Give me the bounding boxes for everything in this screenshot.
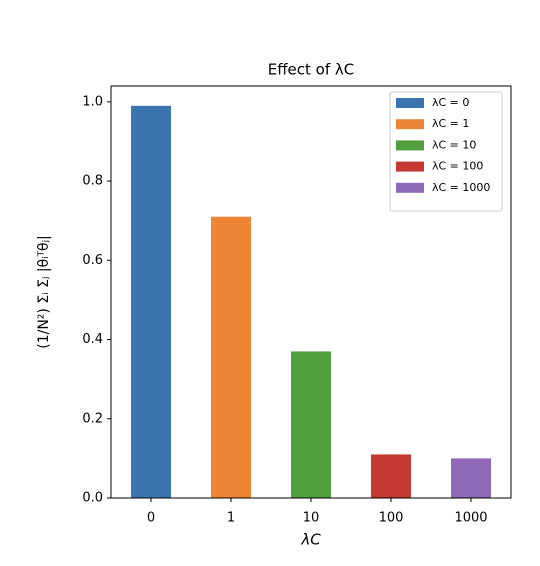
y-tick-label: 0.2 — [82, 411, 103, 426]
x-tick-label: 1 — [227, 511, 235, 526]
x-tick-label: 1000 — [454, 511, 487, 526]
legend-swatch — [396, 98, 424, 108]
x-axis-label: λC — [300, 531, 321, 549]
bar — [451, 458, 491, 498]
bar — [211, 216, 251, 498]
y-tick-label: 0.6 — [82, 253, 103, 268]
bar — [131, 105, 171, 499]
legend-swatch — [396, 140, 424, 151]
y-tick-label: 0.4 — [82, 332, 103, 347]
legend-label: λC = 10 — [432, 138, 476, 151]
bar — [291, 351, 331, 498]
x-tick-label: 10 — [303, 511, 320, 526]
legend-label: λC = 100 — [432, 160, 483, 173]
legend-swatch — [396, 161, 424, 172]
legend-label: λC = 1000 — [432, 181, 490, 194]
legend-swatch — [396, 119, 424, 130]
chart-title: Effect of λC — [268, 61, 355, 79]
x-tick-label: 100 — [379, 511, 404, 526]
legend-label: λC = 1 — [432, 117, 469, 130]
y-tick-label: 0.0 — [82, 491, 103, 506]
x-tick-label: 0 — [147, 511, 155, 526]
bar — [371, 454, 411, 498]
y-axis-label: (1/N²) Σᵢ Σⱼ |θᵢᵀθⱼ| — [36, 235, 52, 349]
legend-swatch — [396, 182, 424, 193]
y-tick-label: 0.8 — [82, 174, 103, 189]
plot-frame — [110, 85, 512, 499]
y-tick-label: 1.0 — [82, 94, 103, 109]
legend-label: λC = 0 — [432, 96, 469, 109]
